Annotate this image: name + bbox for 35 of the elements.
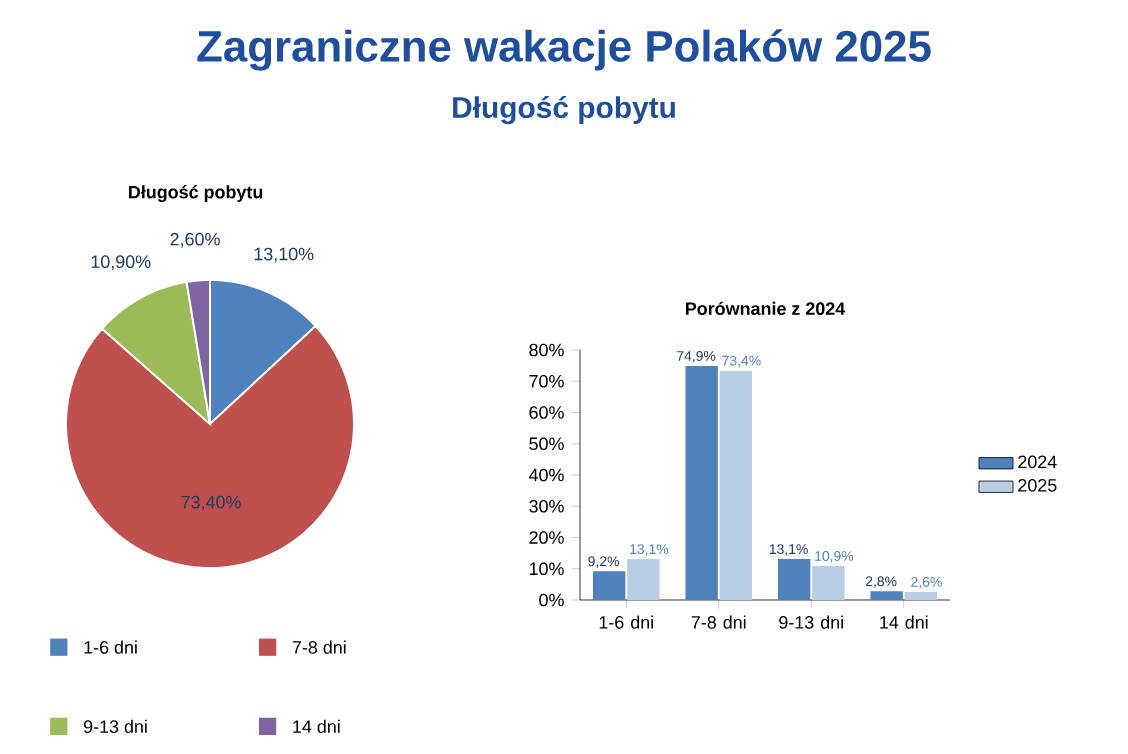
y-tick-label: 10%	[529, 562, 564, 576]
legend-label: 7-8 dni	[292, 640, 346, 654]
text: Długość pobytu	[453, 95, 675, 125]
bar	[870, 591, 903, 600]
bar	[777, 559, 811, 600]
legend-label: 2025	[1018, 478, 1057, 492]
x-tick-label: 14 dni	[880, 615, 928, 629]
y-tick-label: 80%	[529, 343, 564, 357]
chart-title: Porównanie z 2024	[685, 301, 846, 316]
text: Długość pobytu	[129, 185, 263, 203]
y-tick-label: 60%	[529, 406, 564, 419]
bar	[904, 591, 938, 600]
data-label: 10,90%	[91, 255, 151, 271]
bar	[592, 571, 626, 600]
bar	[627, 559, 660, 600]
legend-label: 1-6 dni	[84, 640, 137, 654]
data-label: 2,60%	[170, 232, 220, 248]
legend-label: 9-13 dni	[83, 719, 147, 733]
y-tick-label: 50%	[529, 437, 564, 451]
y-tick-label: 30%	[529, 499, 564, 513]
y-tick-label: 20%	[529, 531, 564, 544]
text: Zagraniczne wakacje Polaków 2025	[197, 29, 931, 71]
data-label: 13,10%	[254, 247, 314, 263]
y-tick-label: 40%	[528, 468, 564, 482]
data-label: 73,40%	[181, 495, 241, 511]
x-tick-label: 7-8 dni	[691, 615, 746, 629]
y-tick-label: 0%	[539, 593, 564, 607]
x-tick-label: 1-6 dni	[599, 615, 653, 629]
y-tick-label: 70%	[529, 374, 564, 388]
bar	[719, 370, 753, 600]
bar	[685, 365, 718, 600]
legend-label: 14 dni	[293, 719, 340, 733]
legend-label: 2024	[1018, 455, 1057, 469]
x-tick-label: 9-13 dni	[779, 615, 843, 629]
bar	[812, 565, 845, 600]
